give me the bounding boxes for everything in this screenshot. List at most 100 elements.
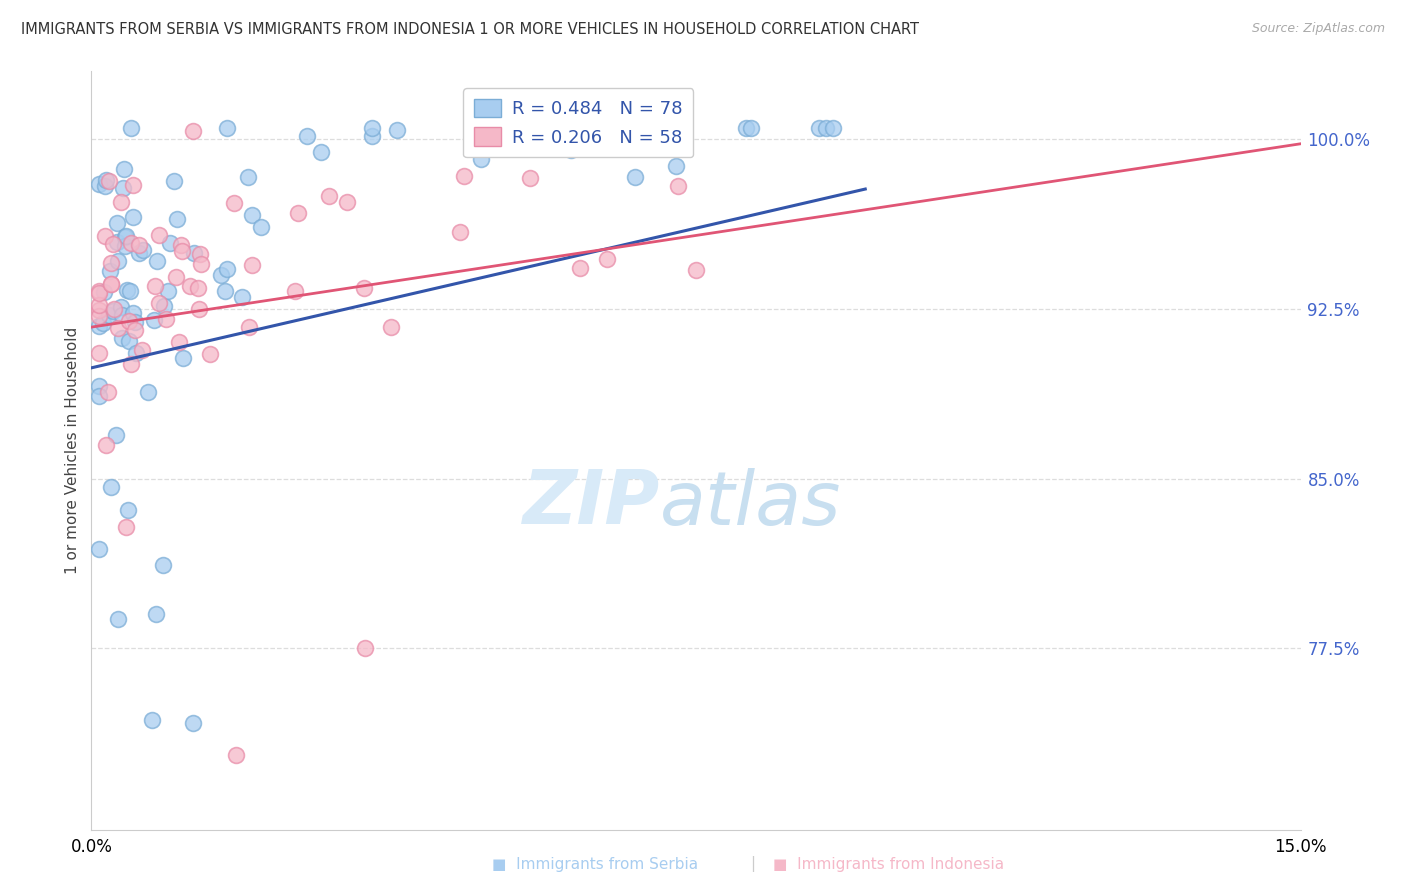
Point bbox=[249, 220, 271, 235]
Point bbox=[685, 263, 707, 277]
Point bbox=[596, 252, 619, 267]
Point bbox=[181, 716, 204, 731]
Point bbox=[107, 216, 129, 230]
Text: ■  Immigrants from Indonesia: ■ Immigrants from Indonesia bbox=[773, 857, 1004, 872]
Point bbox=[449, 225, 471, 239]
Point bbox=[100, 256, 122, 270]
Point bbox=[104, 428, 127, 442]
Point bbox=[132, 243, 155, 257]
Point bbox=[569, 261, 592, 276]
Point bbox=[118, 334, 141, 348]
Point bbox=[187, 281, 209, 295]
Point bbox=[665, 159, 688, 173]
Point bbox=[94, 438, 117, 452]
Point bbox=[142, 313, 165, 327]
Point bbox=[120, 357, 142, 371]
Point bbox=[110, 195, 132, 210]
Point bbox=[98, 173, 121, 187]
Point bbox=[100, 277, 122, 291]
Point bbox=[128, 245, 150, 260]
Point bbox=[89, 541, 111, 556]
Point bbox=[89, 302, 111, 317]
Point bbox=[148, 296, 170, 310]
Point bbox=[152, 558, 174, 573]
Point bbox=[110, 300, 132, 314]
Point bbox=[519, 170, 541, 185]
Point bbox=[122, 306, 145, 320]
Point bbox=[145, 607, 167, 622]
Point bbox=[89, 177, 111, 191]
Point bbox=[225, 747, 247, 762]
Text: Source: ZipAtlas.com: Source: ZipAtlas.com bbox=[1251, 22, 1385, 36]
Point bbox=[111, 308, 134, 322]
Point bbox=[93, 285, 115, 299]
Point bbox=[209, 268, 232, 283]
Point bbox=[170, 237, 193, 252]
Point bbox=[148, 228, 170, 243]
Point bbox=[155, 312, 177, 326]
Point bbox=[172, 244, 194, 259]
Point bbox=[353, 281, 375, 295]
Point bbox=[385, 123, 408, 137]
Point bbox=[172, 351, 194, 365]
Point bbox=[112, 162, 135, 177]
Point bbox=[136, 385, 159, 400]
Point bbox=[198, 347, 221, 361]
Point bbox=[89, 319, 111, 334]
Point bbox=[98, 264, 121, 278]
Point bbox=[114, 239, 136, 253]
Point bbox=[238, 319, 260, 334]
Point bbox=[96, 173, 118, 187]
Point bbox=[318, 189, 340, 203]
Point bbox=[224, 195, 246, 210]
Point bbox=[821, 120, 844, 135]
Point bbox=[115, 228, 138, 243]
Point bbox=[354, 641, 377, 656]
Point bbox=[231, 290, 253, 304]
Point bbox=[361, 120, 384, 135]
Point bbox=[122, 178, 145, 192]
Point bbox=[740, 120, 762, 135]
Point bbox=[166, 211, 188, 226]
Point bbox=[287, 206, 309, 220]
Point bbox=[215, 120, 238, 135]
Point bbox=[94, 229, 117, 244]
Point bbox=[107, 253, 129, 268]
Point bbox=[98, 308, 121, 322]
Point bbox=[111, 181, 134, 195]
Point bbox=[165, 269, 187, 284]
Point bbox=[643, 121, 665, 136]
Point bbox=[91, 317, 114, 331]
Point bbox=[240, 208, 263, 222]
Point bbox=[89, 298, 111, 312]
Point bbox=[190, 257, 212, 271]
Y-axis label: 1 or more Vehicles in Household: 1 or more Vehicles in Household bbox=[65, 326, 80, 574]
Point bbox=[153, 299, 176, 313]
Point bbox=[485, 136, 508, 151]
Point bbox=[475, 128, 498, 143]
Point bbox=[143, 279, 166, 293]
Point bbox=[735, 120, 758, 135]
Point bbox=[188, 247, 211, 261]
Point bbox=[117, 503, 139, 517]
Point bbox=[159, 236, 181, 251]
Text: ZIP: ZIP bbox=[523, 467, 659, 540]
Point bbox=[89, 284, 111, 298]
Point bbox=[128, 237, 150, 252]
Point bbox=[120, 285, 142, 299]
Point bbox=[183, 246, 205, 260]
Point bbox=[470, 152, 492, 166]
Point bbox=[666, 178, 689, 193]
Legend: R = 0.484   N = 78, R = 0.206   N = 58: R = 0.484 N = 78, R = 0.206 N = 58 bbox=[463, 88, 693, 157]
Point bbox=[100, 480, 122, 494]
Point bbox=[131, 343, 153, 357]
Point bbox=[814, 120, 837, 135]
Point bbox=[336, 195, 359, 210]
Point bbox=[107, 612, 129, 626]
Point bbox=[89, 389, 111, 403]
Text: atlas: atlas bbox=[659, 467, 841, 540]
Point bbox=[380, 320, 402, 334]
Point bbox=[181, 124, 204, 138]
Point bbox=[146, 254, 169, 268]
Point bbox=[163, 174, 186, 188]
